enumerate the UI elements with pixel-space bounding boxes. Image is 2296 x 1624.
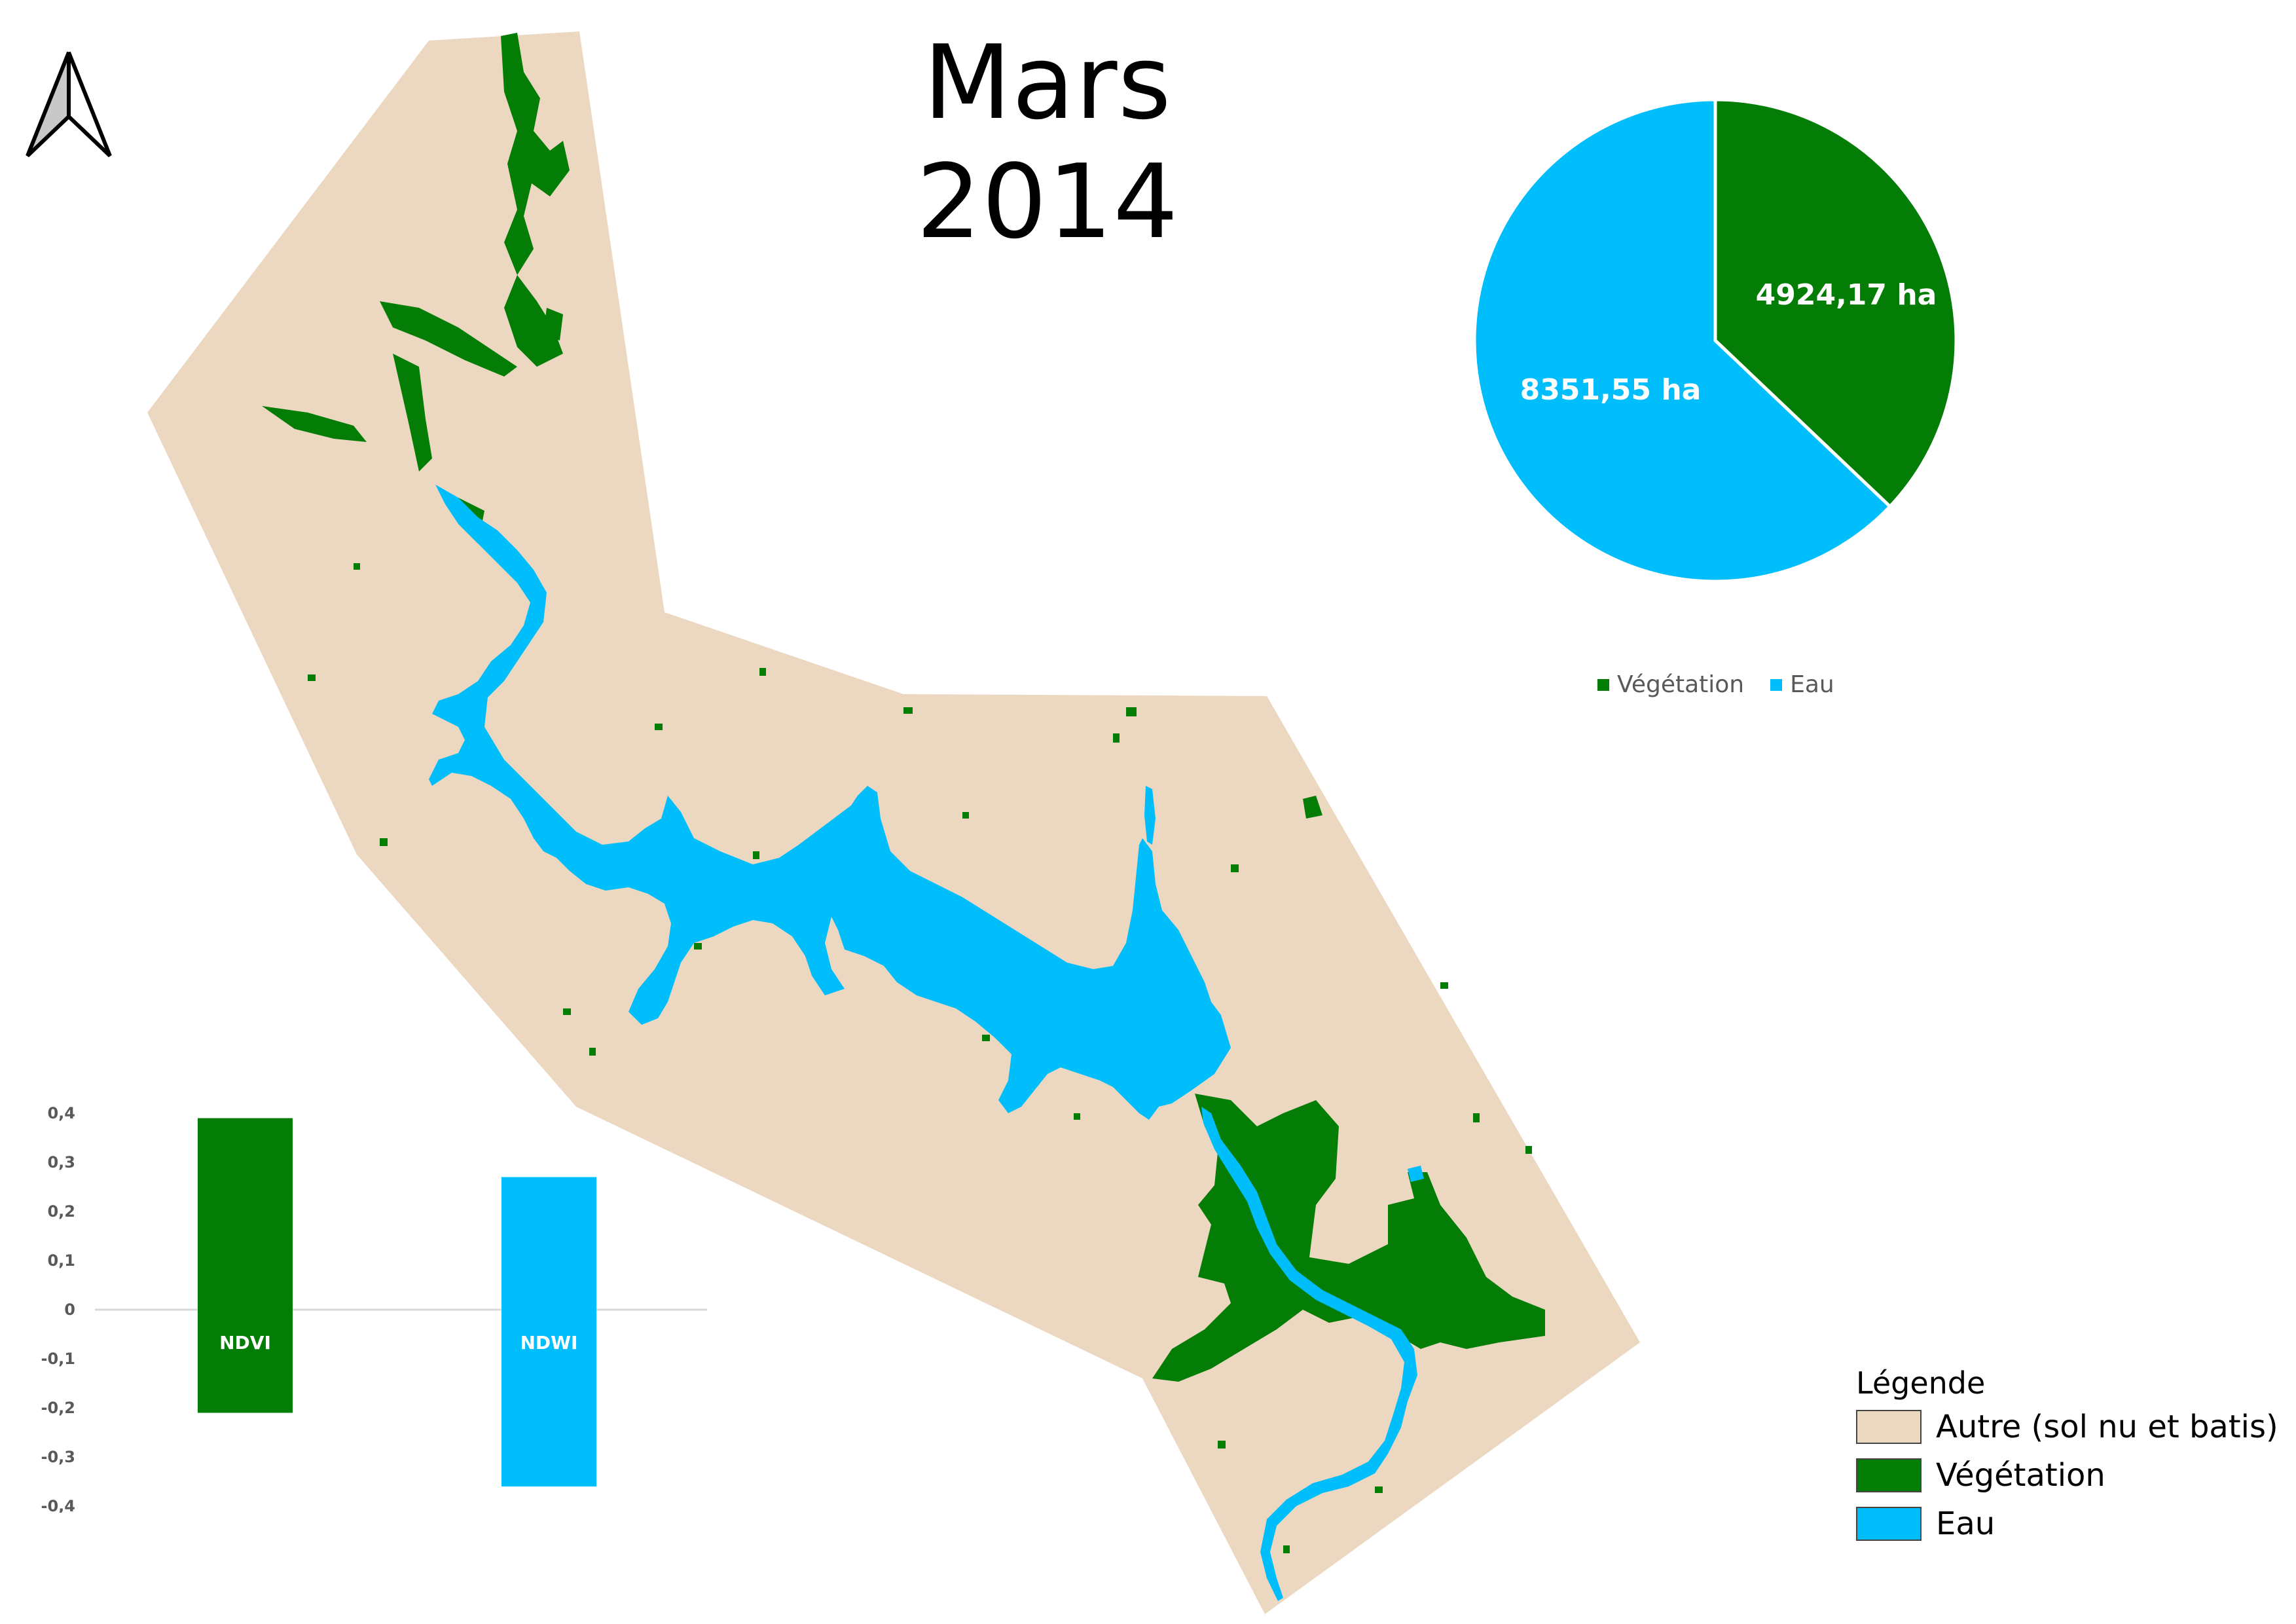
legend-label: Végétation: [1936, 1457, 2105, 1494]
vegetation-north-strip: [262, 33, 570, 544]
pie-slice-eau: [1472, 98, 1893, 583]
pie-legend-item-eau: Eau: [1770, 671, 1834, 698]
bar-tick-label: -0,3: [41, 1448, 75, 1466]
pie-label-vegetation: 4924,17 ha: [1756, 278, 1937, 312]
bar-tick-label: 0,4: [47, 1104, 75, 1122]
pie-slice-vegetation: [1713, 98, 1958, 509]
legend-swatch-autre: [1856, 1410, 1922, 1444]
pie-legend-swatch-eau: [1770, 678, 1783, 691]
pie-chart: 4924,17 ha 8351,55 ha: [1472, 98, 1958, 583]
bar-tick-label: 0: [64, 1301, 75, 1319]
bar-category-label: NDVI: [219, 1332, 271, 1354]
water-body: [429, 485, 1424, 1601]
legend-swatch-eau: [1856, 1507, 1922, 1541]
map-legend: Légende Autre (sol nu et batis) Végétati…: [1856, 1365, 2278, 1554]
bar-marks: NDVI NDWI: [198, 1118, 596, 1486]
bar-category-label: NDWI: [520, 1332, 578, 1354]
legend-label: Autre (sol nu et batis): [1936, 1409, 2278, 1445]
bar-tick-label: 0,2: [47, 1202, 75, 1221]
legend-label: Eau: [1936, 1505, 1995, 1542]
north-arrow-icon: [26, 51, 112, 158]
pie-legend-item-vegetation: Végétation: [1597, 671, 1744, 698]
bar-tick-label: -0,2: [41, 1399, 75, 1417]
pie-legend-label: Eau: [1790, 671, 1834, 698]
legend-item-eau: Eau: [1856, 1505, 2278, 1542]
bar-ndvi: [198, 1118, 293, 1413]
bar-chart: 0,4 0,3 0,2 0,1 0 -0,1 -0,2 -0,3 -0,4 NDVI NDWI: [41, 1104, 707, 1513]
pie-legend-swatch-vegetation: [1597, 678, 1609, 691]
map-title: Mars 2014: [916, 23, 1179, 261]
bar-axis-ticks: 0,4 0,3 0,2 0,1 0 -0,1 -0,2 -0,3 -0,4: [41, 1104, 75, 1513]
legend-item-autre: Autre (sol nu et batis): [1856, 1409, 2278, 1445]
pie-label-eau: 8351,55 ha: [1520, 373, 1702, 407]
pie-legend: Végétation Eau: [1597, 671, 1834, 698]
bar-tick-label: 0,3: [47, 1153, 75, 1172]
pie-legend-label: Végétation: [1617, 671, 1745, 698]
legend-item-vegetation: Végétation: [1856, 1457, 2278, 1494]
legend-title: Légende: [1856, 1365, 1986, 1401]
bar-tick-label: 0,1: [47, 1251, 75, 1270]
bar-tick-label: -0,1: [41, 1350, 75, 1368]
legend-swatch-vegetation: [1856, 1458, 1922, 1492]
vegetation-specks: [308, 563, 1532, 1553]
bar-ndwi: [501, 1177, 596, 1486]
bar-tick-label: -0,4: [41, 1497, 75, 1513]
